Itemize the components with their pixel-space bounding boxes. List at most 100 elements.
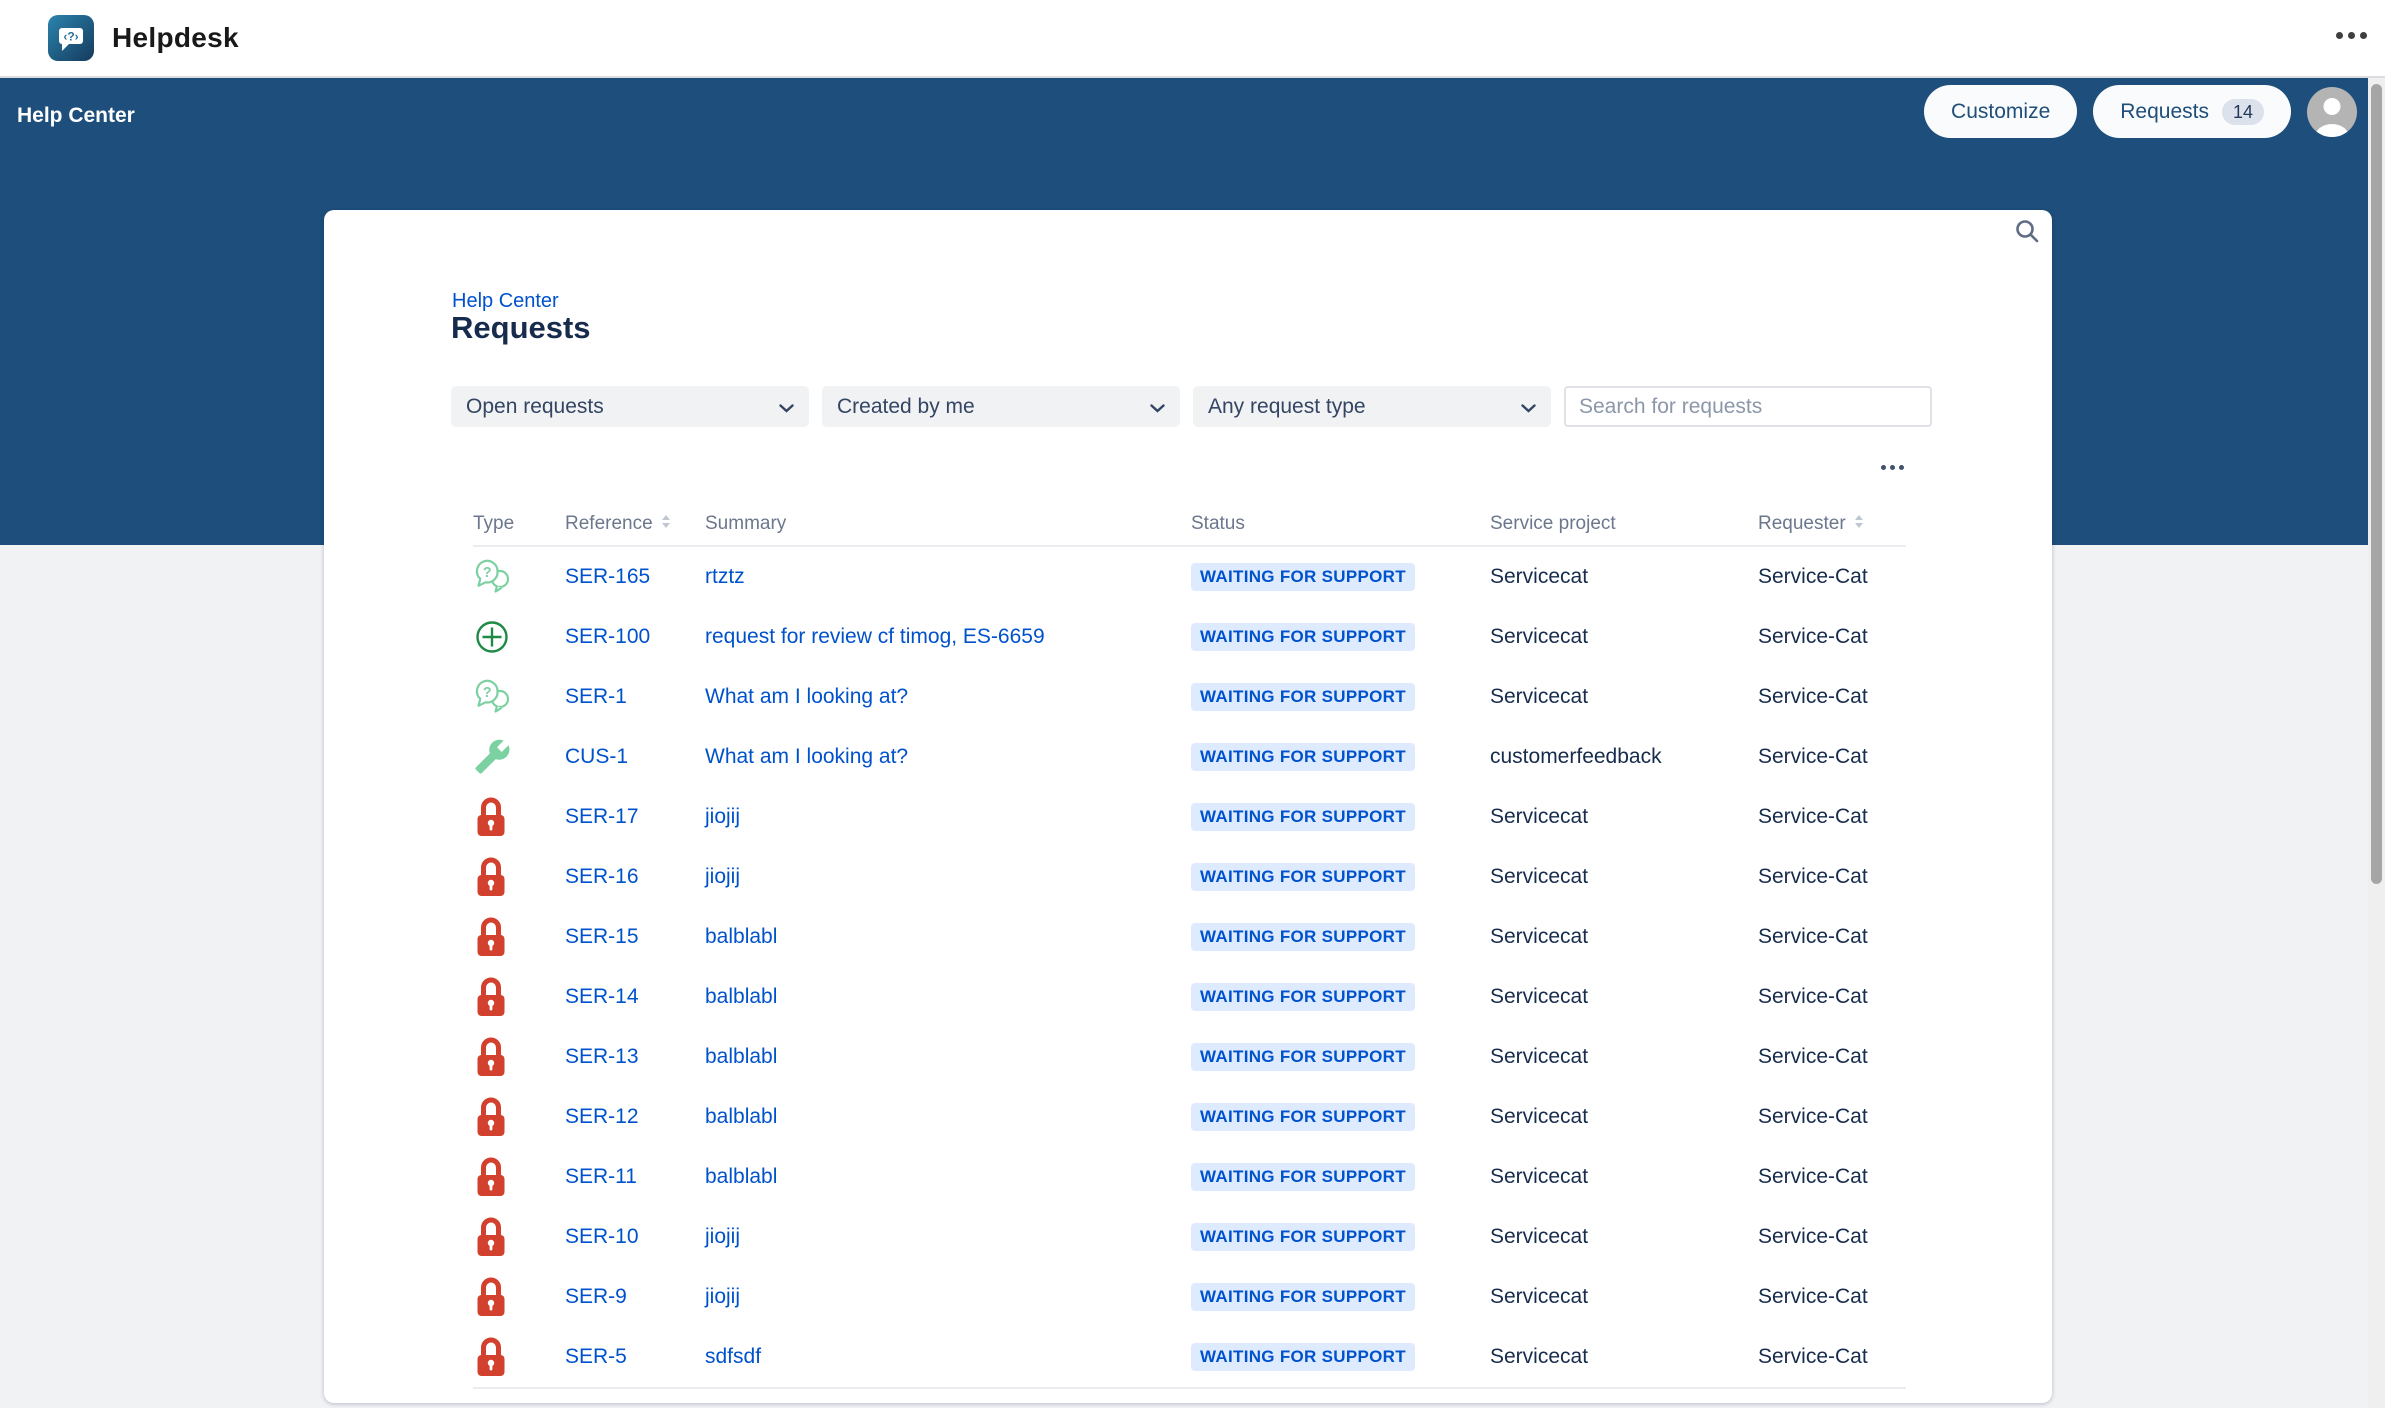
reference-link[interactable]: SER-11 — [565, 1165, 637, 1188]
summary-link[interactable]: balblabl — [705, 925, 778, 948]
customize-button[interactable]: Customize — [1924, 85, 2078, 138]
requester-cell: Service-Cat — [1758, 805, 1868, 828]
requests-button[interactable]: Requests 14 — [2093, 85, 2291, 138]
requester-cell: Service-Cat — [1758, 625, 1868, 648]
banner-title: Help Center — [17, 104, 135, 127]
status-badge: WAITING FOR SUPPORT — [1191, 1163, 1415, 1191]
scrollbar-thumb[interactable] — [2371, 84, 2382, 884]
requests-card: Help Center Requests Open requests Creat… — [324, 210, 2052, 1403]
svg-text:?: ? — [483, 565, 492, 581]
reference-link[interactable]: CUS-1 — [565, 745, 629, 768]
service-project-cell: Servicecat — [1490, 1165, 1589, 1188]
summary-link[interactable]: balblabl — [705, 1165, 778, 1188]
lock-icon — [473, 1154, 565, 1200]
request-type-cell — [473, 974, 565, 1020]
lock-icon — [473, 1214, 565, 1260]
service-project-cell: Servicecat — [1490, 1225, 1589, 1248]
table-row[interactable]: SER-14 balblabl WAITING FOR SUPPORT Serv… — [473, 967, 1906, 1027]
service-project-cell: Servicecat — [1490, 865, 1589, 888]
summary-link[interactable]: jiojij — [705, 805, 741, 828]
reference-link[interactable]: SER-1 — [565, 685, 627, 708]
service-project-cell: Servicecat — [1490, 805, 1589, 828]
wrench-icon — [473, 738, 565, 776]
reference-link[interactable]: SER-15 — [565, 925, 639, 948]
table-row[interactable]: SER-15 balblabl WAITING FOR SUPPORT Serv… — [473, 907, 1906, 967]
table-row[interactable]: SER-17 jiojij WAITING FOR SUPPORT Servic… — [473, 787, 1906, 847]
request-type-cell: ? — [473, 678, 565, 716]
request-type-cell — [473, 1034, 565, 1080]
question-bubbles-icon: ? — [473, 678, 565, 716]
summary-link[interactable]: balblabl — [705, 985, 778, 1008]
banner-actions: Customize Requests 14 — [1924, 85, 2357, 138]
reference-link[interactable]: SER-100 — [565, 625, 651, 648]
page-title: Requests — [451, 310, 591, 345]
reference-link[interactable]: SER-16 — [565, 865, 639, 888]
sort-icon — [660, 513, 672, 536]
reference-link[interactable]: SER-12 — [565, 1105, 639, 1128]
summary-link[interactable]: request for review cf timog, ES-6659 — [705, 625, 1045, 648]
status-badge: WAITING FOR SUPPORT — [1191, 1283, 1415, 1311]
service-project-cell: Servicecat — [1490, 625, 1589, 648]
requester-cell: Service-Cat — [1758, 1045, 1868, 1068]
requester-cell: Service-Cat — [1758, 685, 1868, 708]
search-requests-input[interactable] — [1564, 386, 1932, 427]
summary-link[interactable]: jiojij — [705, 1285, 741, 1308]
status-badge: WAITING FOR SUPPORT — [1191, 743, 1415, 771]
request-type-cell: ? — [473, 558, 565, 596]
table-row[interactable]: SER-100 request for review cf timog, ES-… — [473, 607, 1906, 667]
summary-link[interactable]: rtztz — [705, 565, 745, 588]
reference-link[interactable]: SER-17 — [565, 805, 639, 828]
search-icon[interactable] — [2014, 218, 2041, 250]
summary-link[interactable]: jiojij — [705, 865, 741, 888]
summary-link[interactable]: What am I looking at? — [705, 685, 909, 708]
reference-link[interactable]: SER-10 — [565, 1225, 639, 1248]
app-title: Helpdesk — [112, 22, 239, 53]
service-project-cell: Servicecat — [1490, 685, 1589, 708]
summary-link[interactable]: balblabl — [705, 1045, 778, 1068]
request-type-cell — [473, 914, 565, 960]
question-bubbles-icon: ? — [473, 558, 565, 596]
table-row[interactable]: SER-10 jiojij WAITING FOR SUPPORT Servic… — [473, 1207, 1906, 1267]
table-row[interactable]: CUS-1 What am I looking at? WAITING FOR … — [473, 727, 1906, 787]
summary-link[interactable]: jiojij — [705, 1225, 741, 1248]
table-row[interactable]: SER-13 balblabl WAITING FOR SUPPORT Serv… — [473, 1027, 1906, 1087]
summary-link[interactable]: sdfsdf — [705, 1345, 762, 1368]
table-row[interactable]: SER-5 sdfsdf WAITING FOR SUPPORT Service… — [473, 1327, 1906, 1387]
table-row[interactable]: ? SER-1 What am I looking at? WAITING FO… — [473, 667, 1906, 727]
table-row[interactable]: ? SER-165 rtztz WAITING FOR SUPPORT Serv… — [473, 547, 1906, 607]
table-row[interactable]: SER-16 jiojij WAITING FOR SUPPORT Servic… — [473, 847, 1906, 907]
reference-link[interactable]: SER-13 — [565, 1045, 639, 1068]
created-by-filter-select[interactable]: Created by me — [822, 386, 1180, 427]
lock-icon — [473, 1094, 565, 1140]
table-row[interactable]: SER-9 jiojij WAITING FOR SUPPORT Service… — [473, 1267, 1906, 1327]
table-row[interactable]: SER-12 balblabl WAITING FOR SUPPORT Serv… — [473, 1087, 1906, 1147]
reference-link[interactable]: SER-9 — [565, 1285, 627, 1308]
more-icon[interactable] — [2336, 32, 2367, 39]
requester-cell: Service-Cat — [1758, 1165, 1868, 1188]
table-row[interactable]: SER-11 balblabl WAITING FOR SUPPORT Serv… — [473, 1147, 1906, 1207]
status-badge: WAITING FOR SUPPORT — [1191, 563, 1415, 591]
status-badge: WAITING FOR SUPPORT — [1191, 863, 1415, 891]
column-header-reference[interactable]: Reference — [565, 513, 705, 536]
status-filter-select[interactable]: Open requests — [451, 386, 809, 427]
chevron-down-icon — [1150, 395, 1165, 419]
status-badge: WAITING FOR SUPPORT — [1191, 983, 1415, 1011]
request-type-cell — [473, 1334, 565, 1380]
column-header-status: Status — [1191, 513, 1245, 534]
request-type-cell — [473, 618, 565, 656]
table-body: ? SER-165 rtztz WAITING FOR SUPPORT Serv… — [473, 547, 1906, 1389]
column-header-summary: Summary — [705, 513, 787, 534]
summary-link[interactable]: What am I looking at? — [705, 745, 909, 768]
reference-link[interactable]: SER-5 — [565, 1345, 627, 1368]
requester-cell: Service-Cat — [1758, 1225, 1868, 1248]
column-header-service-project: Service project — [1490, 513, 1616, 534]
table-options-icon[interactable] — [1881, 465, 1904, 470]
summary-link[interactable]: balblabl — [705, 1105, 778, 1128]
column-header-requester[interactable]: Requester — [1758, 513, 1906, 536]
request-type-filter-select[interactable]: Any request type — [1193, 386, 1551, 427]
reference-link[interactable]: SER-14 — [565, 985, 639, 1008]
breadcrumb[interactable]: Help Center — [452, 290, 559, 312]
status-badge: WAITING FOR SUPPORT — [1191, 1223, 1415, 1251]
reference-link[interactable]: SER-165 — [565, 565, 651, 588]
user-avatar[interactable] — [2307, 86, 2357, 137]
